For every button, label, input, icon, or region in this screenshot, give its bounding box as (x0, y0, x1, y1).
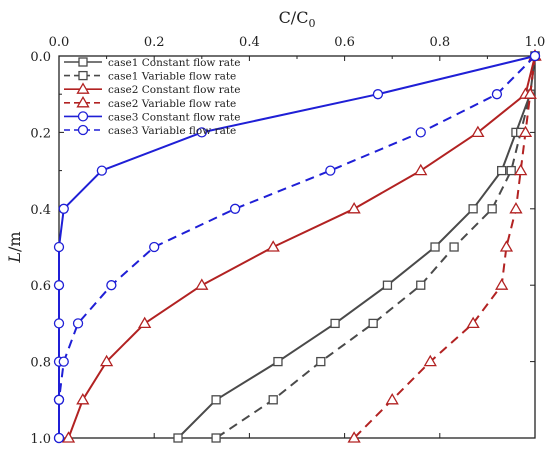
data-point (316, 356, 326, 367)
data-point (416, 280, 426, 290)
legend-item: case2 Variable flow rate (64, 96, 236, 110)
legend-marker (78, 57, 88, 67)
series-1 (173, 51, 540, 443)
legend-marker (76, 82, 90, 94)
data-point (468, 204, 478, 214)
x-tick-label: 0.8 (429, 35, 450, 50)
y-tick-label: 0.8 (30, 356, 51, 371)
x-tick-label: 0.6 (334, 35, 355, 50)
legend-label: case1 Variable flow rate (108, 71, 236, 83)
y-tick-label: 0.6 (30, 279, 51, 294)
data-point (273, 356, 283, 367)
data-point (509, 202, 523, 214)
data-point (497, 165, 507, 176)
x-tick-label: 0.4 (239, 35, 260, 50)
legend-label: case2 Variable flow rate (108, 98, 236, 110)
data-point (106, 280, 117, 291)
data-point (325, 165, 336, 176)
data-point (415, 127, 426, 138)
y-tick-label: 0.2 (30, 126, 51, 141)
data-point (211, 395, 221, 405)
series-5 (53, 50, 541, 444)
series-line (58, 55, 536, 438)
data-point (61, 431, 76, 443)
x-tick-label: 0.0 (49, 35, 70, 50)
series-line (353, 55, 536, 439)
data-point (72, 318, 84, 329)
data-point (99, 354, 114, 367)
x-tick-label: 1.0 (525, 35, 546, 50)
x-axis-title: C/C0 (279, 8, 316, 30)
data-point (487, 204, 497, 214)
legend-label: case2 Constant flow rate (108, 84, 240, 96)
data-point (491, 89, 503, 100)
data-point (53, 394, 65, 405)
legend-marker (77, 111, 89, 122)
data-point (514, 163, 528, 176)
data-point (266, 240, 280, 252)
data-point (229, 203, 241, 214)
data-point (523, 87, 537, 99)
legend-item: case3 Constant flow rate (64, 111, 240, 123)
axis-titles: C/C0 L/m (5, 8, 315, 264)
y-tick-label: 0.4 (30, 203, 51, 218)
data-point (368, 318, 378, 329)
data-point (76, 393, 90, 405)
data-point (53, 280, 65, 291)
data-point (449, 242, 459, 252)
legend-label: case3 Constant flow rate (108, 111, 240, 123)
data-point (495, 278, 509, 290)
data-point (58, 356, 69, 367)
series-6 (53, 50, 541, 444)
data-point (173, 433, 183, 443)
data-point (372, 89, 384, 100)
data-point (96, 165, 107, 176)
data-point (195, 278, 209, 290)
legend-marker (76, 96, 90, 108)
y-tick-label: 0.0 (30, 50, 51, 65)
legend: case1 Constant flow rate case1 Variable f… (64, 57, 240, 137)
x-tick-label: 0.2 (144, 35, 165, 50)
series-4 (347, 49, 542, 443)
ticks-layer: 0.0 0.2 0.4 0.6 0.8 1.0 0.0 0.2 0.4 0.6 0.8 1.0 (30, 35, 545, 447)
legend-marker (78, 70, 88, 81)
data-point (58, 203, 69, 214)
data-point (529, 50, 541, 62)
data-point (330, 318, 340, 329)
data-point (518, 125, 533, 138)
data-point (414, 163, 428, 176)
series-2 (211, 51, 540, 443)
legend-label: case1 Constant flow rate (108, 57, 240, 69)
data-point (423, 354, 437, 367)
data-point (268, 395, 278, 405)
y-tick-label: 1.0 (30, 432, 51, 447)
data-point (506, 165, 516, 176)
data-point (138, 316, 152, 329)
series-line (215, 55, 536, 439)
data-point (53, 432, 65, 444)
data-point (347, 431, 361, 443)
data-point (466, 316, 480, 329)
data-point (385, 393, 399, 405)
data-point (499, 240, 514, 252)
data-point (347, 202, 361, 214)
legend-item: case1 Variable flow rate (64, 71, 236, 83)
data-point (211, 433, 221, 443)
legend-marker (77, 124, 89, 136)
data-point (382, 280, 393, 290)
series-layer (53, 49, 542, 444)
legend-item: case1 Constant flow rate (64, 57, 240, 69)
legend-label: case3 Variable flow rate (108, 125, 236, 137)
legend-item: case2 Constant flow rate (64, 82, 240, 96)
legend-item: case3 Variable flow rate (64, 124, 236, 137)
data-point (149, 241, 160, 253)
data-point (53, 318, 65, 329)
data-point (430, 242, 440, 252)
data-point (53, 241, 65, 253)
data-point (196, 127, 207, 138)
data-point (471, 125, 485, 138)
y-axis-title: L/m (5, 231, 24, 263)
